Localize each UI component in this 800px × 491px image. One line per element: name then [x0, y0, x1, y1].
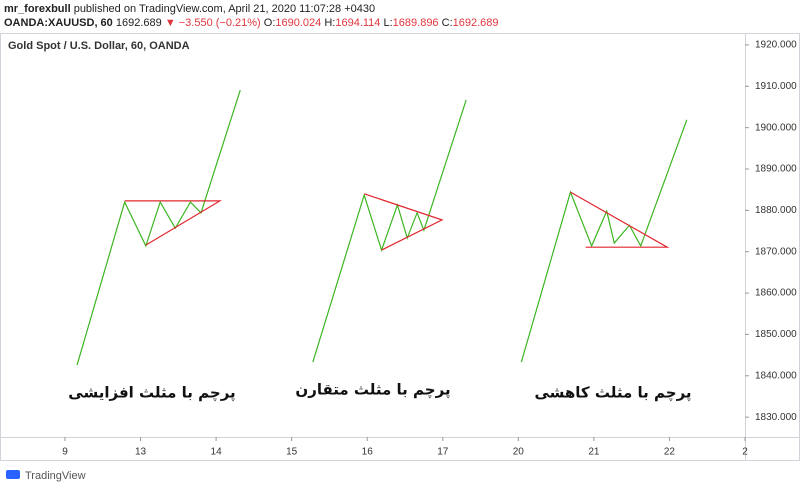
publish-info: published on TradingView.com, April 21, … [70, 3, 376, 15]
author: mr_forexbull [4, 3, 71, 15]
close: 1692.689 [452, 17, 499, 29]
pattern-annotation: پرچم با مثلث کاهشی [534, 384, 691, 403]
pattern-line [570, 191, 670, 248]
pattern-line [363, 193, 444, 251]
x-tick-label: 14 [211, 447, 223, 458]
x-tick-label: 22 [664, 447, 676, 458]
x-tick-label: 20 [513, 447, 525, 458]
change: ▼ −3.550 (−0.21%) [164, 17, 261, 29]
y-tick-label: 1900.000 [755, 122, 797, 133]
y-tick-label: 1910.000 [755, 81, 797, 92]
y-tick-label: 1850.000 [755, 329, 797, 340]
x-tick-label: 16 [362, 447, 374, 458]
low: 1689.896 [392, 17, 439, 29]
chart-title: Gold Spot / U.S. Dollar, 60, OANDA [8, 40, 190, 52]
pattern-annotation: پرچم با مثلث افزایشی [68, 384, 235, 403]
pattern-line [520, 119, 688, 363]
pattern-line [312, 99, 467, 363]
publish-line: mr_forexbull published on TradingView.co… [4, 2, 499, 16]
y-tick-label: 1920.000 [755, 40, 797, 51]
x-tick-label: 17 [437, 447, 449, 458]
y-tick-label: 1870.000 [755, 246, 797, 257]
pattern-line [76, 89, 241, 366]
x-tick-label: 2 [742, 447, 748, 458]
y-tick-label: 1860.000 [755, 288, 797, 299]
high-label: H: [324, 17, 336, 29]
open: 1690.024 [275, 17, 322, 29]
footer-brand: TradingView [25, 470, 86, 482]
pattern-annotation: پرچم با مثلث متقارن [295, 381, 450, 400]
x-tick-label: 21 [588, 447, 600, 458]
y-tick-label: 1890.000 [755, 164, 797, 175]
y-tick-label: 1840.000 [755, 370, 797, 381]
low-label: L: [383, 17, 393, 29]
pattern-line [124, 200, 223, 246]
x-tick-label: 9 [62, 447, 68, 458]
quote-line: OANDA:XAUUSD, 60 1692.689 ▼ −3.550 (−0.2… [4, 16, 499, 30]
symbol: OANDA:XAUUSD, 60 [4, 17, 113, 29]
price: 1692.689 [115, 17, 162, 29]
x-tick-label: 13 [135, 447, 147, 458]
tv-logo [6, 470, 20, 479]
x-tick-label: 15 [286, 447, 298, 458]
y-tick-label: 1830.000 [755, 412, 797, 423]
high: 1694.114 [335, 17, 381, 29]
open-label: O: [263, 17, 276, 29]
header: mr_forexbull published on TradingView.co… [4, 2, 499, 30]
close-label: C: [441, 17, 453, 29]
y-tick-label: 1880.000 [755, 205, 797, 216]
